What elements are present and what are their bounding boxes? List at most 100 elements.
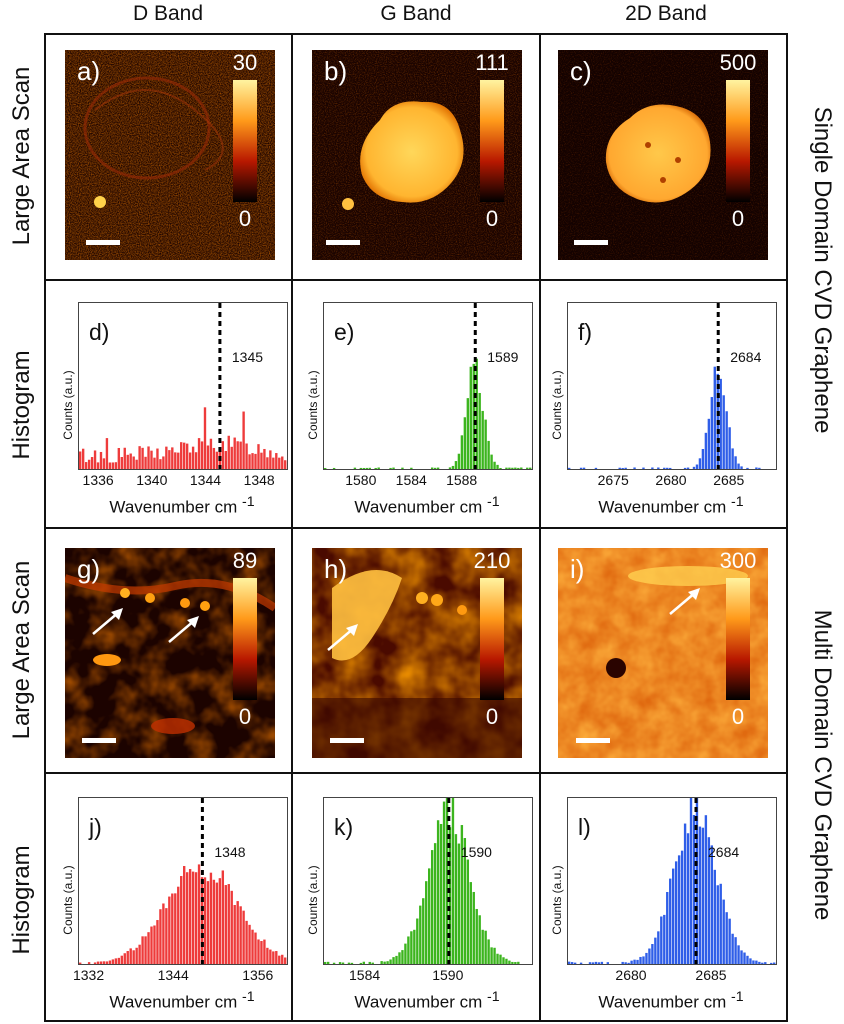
histogram-bar — [445, 798, 449, 964]
histogram-bar — [266, 457, 269, 469]
x-axis-label-sup: -1 — [241, 989, 255, 1005]
histogram-bar — [740, 466, 743, 469]
histogram-bar — [281, 456, 284, 469]
histogram-bar — [505, 958, 508, 964]
side-label-single-domain: Single Domain CVD Graphene — [809, 106, 836, 434]
scale-bar — [330, 738, 364, 743]
x-tick-label: 1588 — [446, 472, 478, 488]
histogram-bar — [457, 453, 461, 469]
histogram-bar — [135, 947, 138, 964]
histogram-bar — [413, 929, 416, 964]
x-axis-label-sup: -1 — [241, 494, 255, 510]
histogram-bar — [347, 962, 351, 964]
histogram-bar — [478, 392, 481, 469]
colorbar — [233, 80, 257, 202]
histogram-bar — [233, 905, 236, 964]
colorbar-max: 89 — [232, 548, 258, 573]
histogram-bar — [386, 961, 389, 964]
histogram-bar — [338, 962, 342, 964]
histogram-bar — [188, 869, 192, 964]
histogram-bar — [111, 462, 115, 469]
histogram-bar — [582, 467, 586, 469]
scale-bar — [576, 738, 610, 743]
colorbar — [480, 80, 504, 202]
histogram-bar — [194, 872, 198, 964]
histogram-bar — [642, 467, 645, 469]
histogram-bar — [481, 410, 484, 469]
histogram-bar — [200, 877, 204, 964]
histogram-bar — [600, 961, 604, 964]
histogram-bar — [728, 918, 731, 964]
histogram-bar — [135, 459, 138, 469]
histogram-bar — [621, 467, 624, 469]
histogram-bar — [636, 959, 639, 964]
x-tick-label: 2685 — [713, 472, 745, 488]
histogram-bar — [383, 961, 386, 964]
map-tag: h) — [324, 554, 348, 584]
histogram-bar — [108, 462, 112, 469]
row-label-scan-2: Large Area Scan — [8, 560, 35, 740]
histogram-bar — [156, 920, 159, 964]
histogram-bar — [430, 850, 434, 964]
histogram-bar — [117, 957, 121, 964]
histogram-bar — [233, 437, 236, 469]
histogram-bar — [105, 961, 109, 964]
histogram-bar — [168, 896, 171, 964]
histogram-bar — [579, 962, 583, 964]
histogram-bar — [722, 899, 725, 964]
column-header-g-band: G Band — [380, 2, 452, 25]
x-axis-label-sup: -1 — [730, 989, 744, 1005]
x-tick-label: 1336 — [82, 472, 114, 488]
histogram-bar — [162, 456, 165, 469]
histogram-bars — [568, 303, 761, 469]
histogram-bar — [624, 467, 627, 469]
histogram-bar — [505, 467, 508, 469]
histogram-bar — [242, 910, 245, 964]
histogram-bar — [324, 961, 327, 964]
histogram-bar — [618, 467, 621, 469]
histogram-bar — [245, 920, 248, 964]
histogram-bar — [639, 956, 642, 964]
histogram-bar — [248, 924, 251, 964]
histogram-bar — [484, 930, 487, 964]
y-axis-label: Counts (a.u.) — [306, 370, 320, 440]
histogram-bar — [395, 955, 398, 964]
histogram-bar — [484, 419, 487, 469]
histogram-bar — [651, 944, 654, 964]
x-tick-label: 1584 — [395, 472, 427, 488]
histogram-bar — [499, 954, 502, 964]
histogram-frame: k) 1590 — [323, 797, 533, 965]
histogram-bar — [731, 933, 734, 964]
histogram-bar — [171, 447, 174, 469]
histogram-bar — [144, 936, 147, 964]
histogram-bar — [588, 962, 592, 964]
x-tick-label: 2680 — [615, 967, 647, 983]
histogram-bar — [511, 961, 514, 964]
histogram-bar — [508, 960, 511, 964]
histogram-tag: e) — [334, 319, 355, 345]
histogram-bar — [448, 467, 452, 469]
histogram-frame: f) 2684 — [567, 302, 777, 470]
histogram-bar — [454, 834, 458, 964]
histogram-bar — [174, 452, 177, 469]
histogram-bar — [362, 467, 366, 469]
histogram-bar — [359, 962, 363, 964]
histogram-bar — [81, 448, 85, 469]
histogram-bar — [123, 447, 126, 469]
histogram-bar — [579, 467, 583, 469]
histogram-bar — [731, 448, 734, 469]
histogram-bar — [597, 962, 601, 964]
histogram-bar — [746, 467, 749, 469]
histogram-bar — [663, 467, 666, 469]
x-axis-label: Wavenumber cm -1 — [78, 494, 286, 518]
histogram-bar — [183, 442, 186, 469]
histogram-bar — [633, 467, 636, 469]
histogram-bar — [227, 884, 230, 964]
histogram-bar — [132, 456, 135, 469]
histogram-bar — [132, 950, 135, 964]
map-panel-b: b) 111 0 — [312, 50, 522, 260]
histogram-bar — [239, 441, 242, 469]
x-tick-label: 1332 — [72, 967, 105, 983]
histogram-bar — [278, 955, 281, 964]
histogram-bar — [496, 464, 499, 469]
